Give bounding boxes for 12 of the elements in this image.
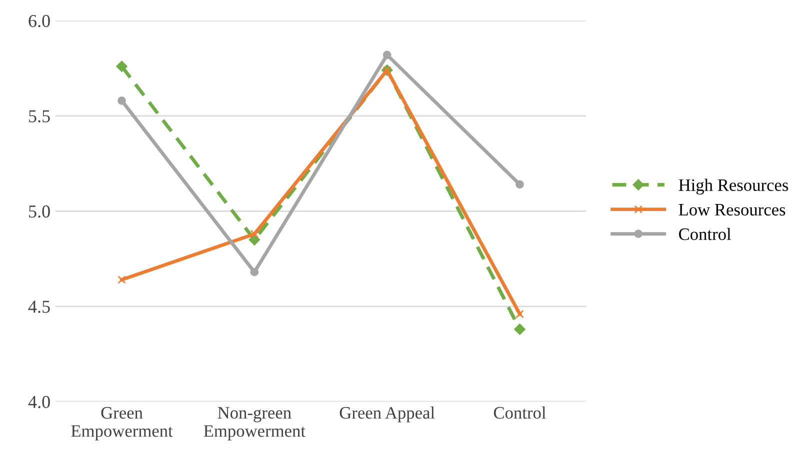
legend-label: Low Resources	[678, 204, 786, 216]
y-tick-label: 4.0	[28, 396, 50, 408]
legend-label: High Resources	[678, 178, 788, 195]
x-tick-label: Control	[494, 406, 546, 419]
y-tick-label: 5.5	[29, 110, 50, 122]
x-tick-label: Non-green Empowerment	[204, 407, 306, 440]
y-tick-label: 6.0	[28, 14, 50, 28]
x-tick-label: Green Appeal	[340, 406, 435, 422]
legend-label: Control	[679, 228, 731, 240]
y-tick-label: 5.0	[29, 205, 50, 218]
x-tick-label: Green Empowerment	[71, 407, 173, 440]
y-tick-label: 4.5	[28, 300, 50, 313]
